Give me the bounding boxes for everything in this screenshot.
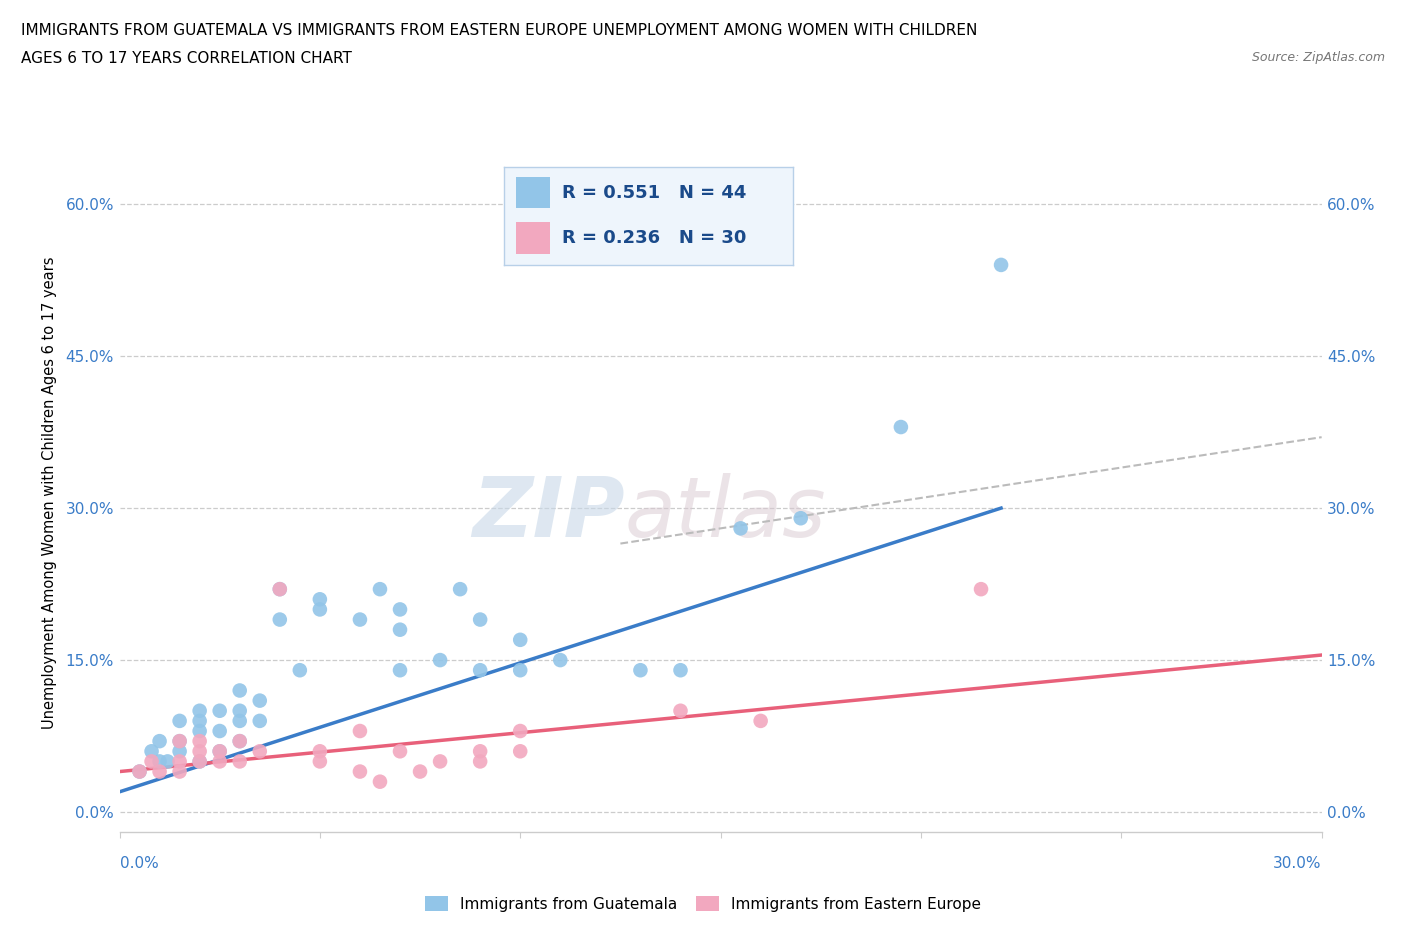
Point	[669, 703, 692, 718]
Point	[349, 612, 371, 627]
Text: R = 0.551   N = 44: R = 0.551 N = 44	[562, 183, 747, 202]
Point	[249, 713, 271, 728]
Point	[669, 663, 692, 678]
Bar	[516, 222, 550, 254]
Point	[169, 754, 191, 769]
Point	[409, 764, 432, 779]
Point	[208, 744, 231, 759]
Text: ZIP: ZIP	[472, 472, 624, 553]
Text: IMMIGRANTS FROM GUATEMALA VS IMMIGRANTS FROM EASTERN EUROPE UNEMPLOYMENT AMONG W: IMMIGRANTS FROM GUATEMALA VS IMMIGRANTS …	[21, 23, 977, 38]
Point	[269, 612, 291, 627]
Point	[388, 602, 412, 617]
Point	[468, 744, 492, 759]
Point	[970, 582, 993, 597]
Point	[349, 764, 371, 779]
Point	[550, 653, 572, 668]
Point	[429, 653, 451, 668]
Point	[208, 703, 231, 718]
Point	[790, 511, 813, 525]
Point	[368, 582, 391, 597]
Point	[288, 663, 311, 678]
Point	[188, 744, 211, 759]
Point	[188, 724, 211, 738]
Text: atlas: atlas	[624, 472, 827, 553]
Point	[309, 744, 332, 759]
Point	[188, 754, 211, 769]
Point	[188, 754, 211, 769]
Point	[249, 693, 271, 708]
Point	[149, 764, 172, 779]
Point	[188, 713, 211, 728]
Text: 0.0%: 0.0%	[120, 856, 159, 870]
Text: R = 0.236   N = 30: R = 0.236 N = 30	[562, 229, 747, 246]
Point	[228, 734, 252, 749]
Text: Source: ZipAtlas.com: Source: ZipAtlas.com	[1251, 51, 1385, 64]
Point	[208, 744, 231, 759]
Point	[388, 744, 412, 759]
Point	[128, 764, 150, 779]
Point	[429, 754, 451, 769]
Point	[149, 754, 172, 769]
Point	[509, 632, 531, 647]
Point	[309, 591, 332, 606]
Point	[169, 734, 191, 749]
Point	[208, 724, 231, 738]
Point	[169, 764, 191, 779]
Y-axis label: Unemployment Among Women with Children Ages 6 to 17 years: Unemployment Among Women with Children A…	[42, 257, 58, 729]
Point	[388, 663, 412, 678]
Point	[188, 703, 211, 718]
Point	[368, 775, 391, 790]
Point	[169, 744, 191, 759]
Point	[509, 663, 531, 678]
Point	[269, 582, 291, 597]
Text: AGES 6 TO 17 YEARS CORRELATION CHART: AGES 6 TO 17 YEARS CORRELATION CHART	[21, 51, 351, 66]
Point	[188, 734, 211, 749]
Bar	[516, 177, 550, 208]
Point	[208, 754, 231, 769]
Point	[228, 713, 252, 728]
Point	[156, 754, 179, 769]
Point	[169, 734, 191, 749]
Point	[990, 258, 1012, 272]
Point	[509, 724, 531, 738]
Point	[468, 754, 492, 769]
Point	[730, 521, 752, 536]
Text: 30.0%: 30.0%	[1274, 856, 1322, 870]
Point	[349, 724, 371, 738]
Point	[169, 713, 191, 728]
Point	[890, 419, 912, 434]
Point	[309, 754, 332, 769]
Point	[228, 683, 252, 698]
Point	[449, 582, 471, 597]
Point	[141, 744, 163, 759]
Point	[249, 744, 271, 759]
Point	[509, 744, 531, 759]
Point	[468, 612, 492, 627]
Point	[228, 754, 252, 769]
Point	[128, 764, 150, 779]
Point	[468, 663, 492, 678]
Point	[309, 602, 332, 617]
Point	[149, 734, 172, 749]
Point	[630, 663, 652, 678]
Point	[269, 582, 291, 597]
Point	[228, 703, 252, 718]
Point	[228, 734, 252, 749]
Point	[749, 713, 772, 728]
Point	[141, 754, 163, 769]
Legend: Immigrants from Guatemala, Immigrants from Eastern Europe: Immigrants from Guatemala, Immigrants fr…	[419, 890, 987, 918]
Point	[388, 622, 412, 637]
